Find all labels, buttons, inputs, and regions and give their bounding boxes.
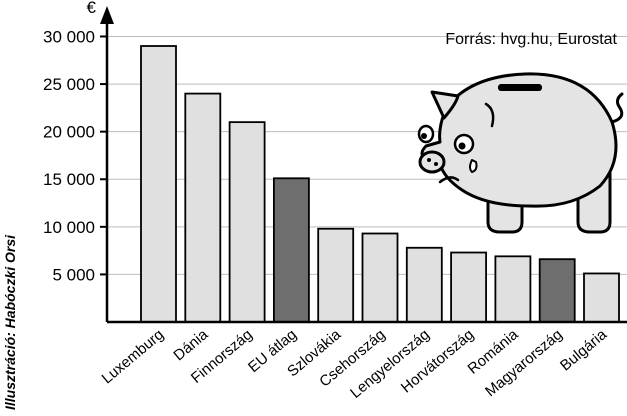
pig-body-fold [484, 102, 495, 128]
pig-tear [469, 159, 478, 173]
bar-románia [494, 255, 532, 323]
x-tick-label: Luxemburg [99, 326, 167, 387]
bar-dánia [184, 92, 222, 323]
bar-lengyelország [405, 246, 443, 323]
pig-pupil [421, 133, 427, 139]
pig-pupil [458, 142, 466, 150]
pig-nostril [434, 162, 438, 166]
bar-szlovákia [317, 227, 355, 323]
x-tick-label: Bulgária [557, 326, 611, 375]
y-tick-label: 25 000 [43, 75, 95, 94]
pig-body [420, 72, 618, 208]
axes [100, 6, 627, 324]
y-tick-labels: 5 000 10 000 15 000 20 000 25 000 30 000 [43, 27, 107, 284]
bar-horvátország [450, 251, 488, 323]
source-note: Forrás: hvg.hu, Eurostat [445, 31, 617, 48]
coin-slot [498, 84, 542, 91]
unit-label: € [87, 0, 97, 17]
bar-magyarország [538, 258, 576, 323]
illustration-credit: Illusztráció: Habóczki Orsi [2, 234, 18, 410]
x-tick-label: Magyarország [482, 326, 566, 400]
bar-luxemburg [140, 45, 177, 323]
pig-ear [430, 90, 460, 120]
pig-nostril [427, 158, 431, 162]
y-tick-label: 5 000 [52, 265, 95, 284]
bar-eu-átlag [272, 177, 310, 323]
bar-finnország [228, 121, 266, 323]
pig-tail [610, 92, 624, 124]
y-axis-arrow [100, 6, 114, 24]
pig-snout [418, 150, 446, 174]
bars [140, 45, 620, 323]
y-tick-label: 10 000 [43, 218, 95, 237]
y-tick-label: 20 000 [43, 123, 95, 142]
piggy-bank-illustration [417, 72, 624, 234]
pig-mouth [438, 176, 460, 184]
bar-bulgária [583, 272, 620, 323]
y-tick-label: 30 000 [43, 27, 95, 46]
bar-csehország [361, 232, 399, 323]
y-tick-label: 15 000 [43, 170, 95, 189]
